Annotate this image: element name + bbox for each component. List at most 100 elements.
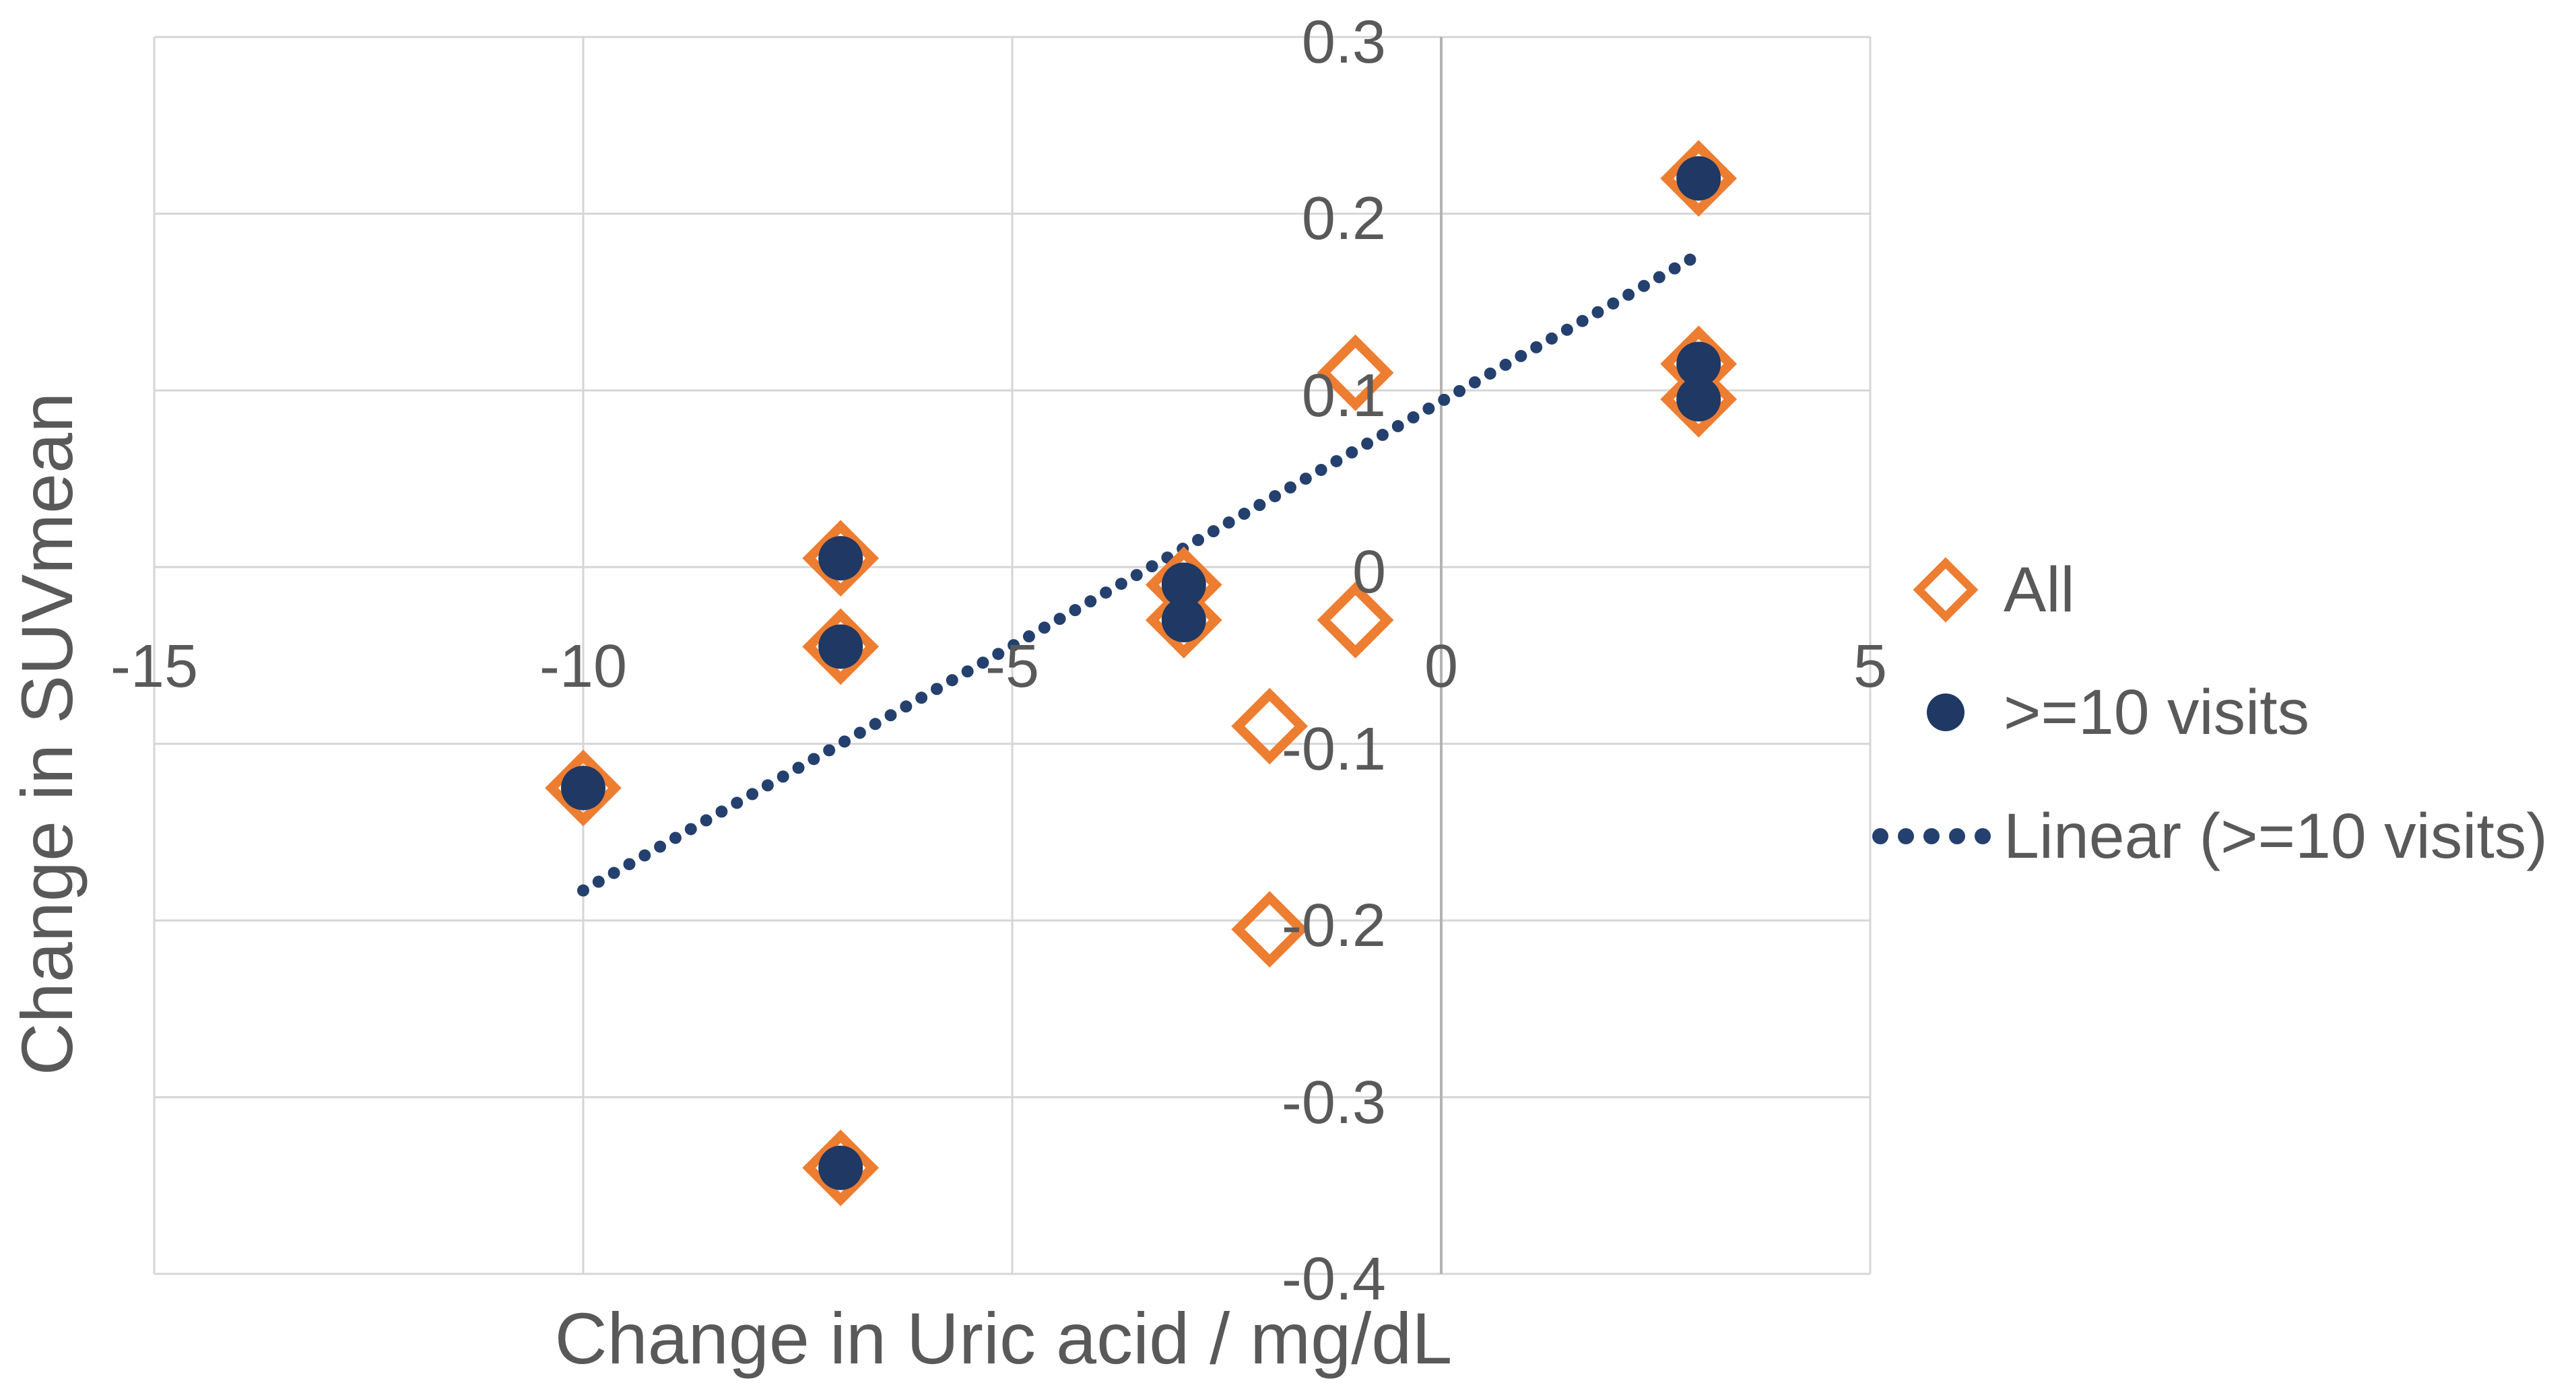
trendline-dot (731, 797, 744, 809)
trendline-dot (1560, 323, 1573, 336)
y-tick-label: 0 (1352, 539, 1386, 607)
trendline-dot (1391, 419, 1404, 432)
x-tick-label: 5 (1853, 633, 1888, 700)
trendline-dot (1653, 271, 1665, 283)
y-tick-label: -0.2 (1281, 892, 1386, 960)
trendline-dot (853, 726, 866, 739)
trendline-dot (1238, 508, 1251, 520)
ge10-series-marker (1676, 341, 1721, 386)
trendline-dot (684, 823, 697, 836)
trendline-dot (884, 709, 897, 722)
trendline-dot (1284, 481, 1296, 494)
all-series-marker (1317, 582, 1394, 658)
all-series-marker (1231, 891, 1309, 968)
trendline-dot (700, 814, 713, 827)
trendline-dot (777, 770, 789, 783)
all-series-marker (545, 749, 622, 827)
ge10-series-marker (1676, 376, 1721, 421)
trendline-dot (1222, 516, 1235, 529)
all-series-marker (1660, 361, 1738, 438)
trendline-dot (1622, 288, 1635, 301)
trendline-dot (607, 867, 620, 879)
all-series-marker (1317, 334, 1394, 411)
legend-label: All (2004, 554, 2075, 625)
all-series-marker (1145, 582, 1222, 658)
trendline-dot (623, 858, 636, 871)
y-tick-label: -0.4 (1281, 1246, 1386, 1313)
trendline-dot (1422, 402, 1435, 415)
all-series-marker (1231, 687, 1309, 765)
trendline-dot (1453, 384, 1466, 397)
trendline-dot (1115, 578, 1127, 590)
trendline-dot (1684, 253, 1696, 266)
trendline-dot (654, 840, 667, 853)
x-tick-label: -10 (539, 633, 628, 700)
trendline-dot (1315, 463, 1327, 476)
trendline-dot (715, 805, 728, 818)
trendline-dot (577, 884, 589, 897)
trendline-dot (1576, 314, 1589, 327)
x-tick-label: -5 (985, 633, 1040, 700)
x-tick-label: 0 (1424, 633, 1459, 700)
trendline-dot (669, 832, 682, 844)
dotted-line-icon (1872, 828, 1991, 844)
y-tick-label: -0.3 (1281, 1069, 1386, 1137)
trendline-dot (1607, 297, 1620, 310)
trendline-dot (1346, 446, 1358, 459)
y-tick-label: -0.1 (1281, 715, 1386, 783)
trendline-dot (1207, 525, 1220, 538)
trendline-dot (1084, 595, 1097, 608)
ge10-series-marker (818, 624, 863, 669)
trendline-dot (1376, 428, 1389, 441)
legend-item-linear-trend: Linear (>=10 visits) (1872, 794, 2548, 878)
trendline-dot (1146, 560, 1158, 573)
y-tick-label: 0.1 (1301, 362, 1386, 430)
trendline-dot (838, 735, 851, 748)
trendline-dot (1407, 411, 1420, 424)
trendline-dot (1515, 349, 1527, 362)
trendline-dot (1253, 498, 1266, 511)
trendline-dot (1591, 306, 1604, 318)
trendline-dot (900, 700, 913, 713)
trendline-dot (1668, 262, 1681, 275)
trendline-dot (1637, 279, 1650, 292)
ge10-series-marker (1676, 156, 1721, 201)
filled-circle-icon (1927, 694, 1964, 731)
trendline-dot (1269, 489, 1282, 502)
legend-item-all: All (1872, 548, 2075, 632)
all-series-marker (802, 608, 880, 685)
trendline-dot (869, 718, 882, 731)
open-diamond-icon (1913, 557, 1979, 623)
legend-label: Linear (>=10 visits) (2004, 801, 2548, 872)
trendline-dot (1100, 586, 1113, 599)
trendline-dot (792, 762, 805, 774)
trendline-dot (1330, 454, 1343, 467)
y-axis-title: Change in SUVmean (6, 392, 88, 1076)
trendline-dot (977, 656, 989, 669)
ge10-series-marker (1161, 562, 1206, 607)
trendline-dot (1546, 332, 1558, 345)
legend-item-ge10-visits: >=10 visits (1872, 671, 2309, 754)
trendline-dot (1022, 630, 1035, 643)
ge10-series-marker (1161, 598, 1206, 643)
trendline-dot (961, 665, 974, 678)
trendline-dot (1484, 367, 1496, 380)
ge10-series-marker (818, 536, 863, 581)
trendline-dot (761, 779, 774, 792)
trendline-dot (1038, 621, 1051, 634)
trendline-dot (915, 691, 928, 704)
trendline-dot (638, 849, 651, 862)
trendline-dot (1192, 534, 1205, 547)
all-series-marker (802, 1129, 880, 1207)
all-series-marker (1660, 140, 1738, 217)
trendline-dot (1053, 613, 1066, 625)
trendline-dot (1008, 639, 1020, 652)
trendline-dot (1438, 393, 1451, 406)
trendline-dot (823, 744, 836, 757)
y-tick-label: 0.3 (1301, 9, 1386, 76)
ge10-series-marker (561, 766, 605, 811)
trendline-dot (930, 683, 943, 696)
x-tick-label: -15 (110, 633, 199, 700)
all-series-marker (802, 520, 880, 597)
